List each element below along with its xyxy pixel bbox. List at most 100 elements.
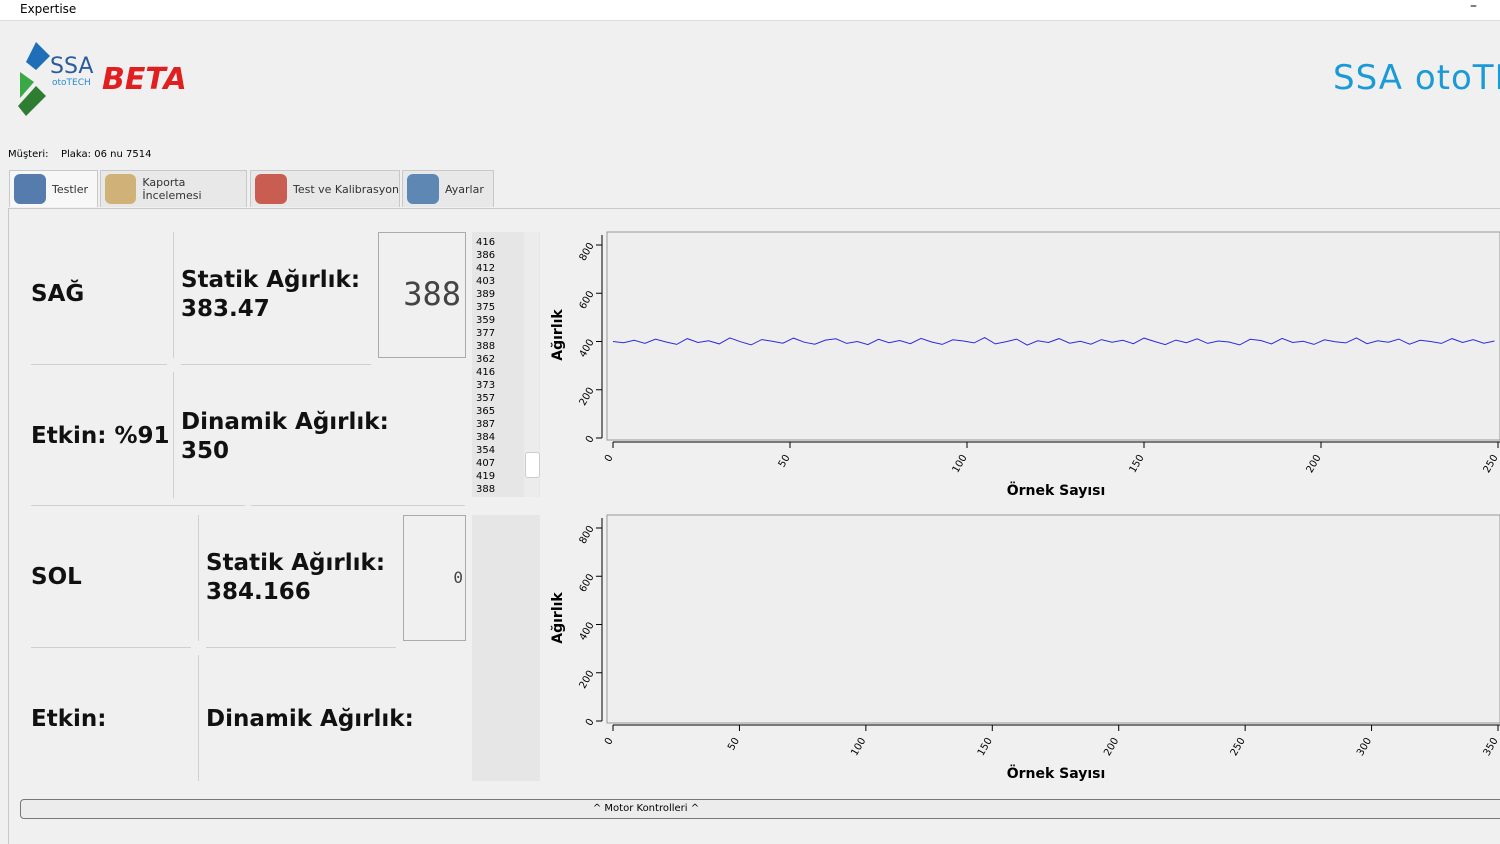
x-tick-label: 250 [1229,736,1248,758]
lcd-display: 0 [403,515,466,641]
x-tick-label: 150 [976,736,995,758]
x-tick-label: 200 [1305,453,1324,475]
reading-item: 389 [476,289,496,300]
reading-item: 388 [476,484,496,495]
reading-item: 416 [476,367,496,378]
beta-badge: BETA [102,62,187,97]
plot-area [606,231,1500,441]
tab-label: Kaporta İncelemesi [142,176,202,202]
scroll-thumb[interactable] [525,452,540,478]
dynamic-label: Dinamik Ağırlık: [181,409,389,435]
y-tick-label: 800 [578,241,597,263]
reading-item: 412 [476,263,496,274]
readings-list [472,515,540,781]
plot-area [606,514,1500,724]
static-value: 384.166 [206,579,311,605]
divider [198,515,199,641]
y-tick-label: 0 [584,434,597,445]
static-label: Statik Ağırlık: [206,550,386,576]
logo-text: SSA [50,54,94,79]
x-tick-label: 0 [603,736,616,747]
reading-item: 387 [476,419,496,430]
reading-item: 359 [476,315,496,326]
reading-item: 407 [476,458,496,469]
reading-item: 365 [476,406,496,417]
right-side-label: SAĞ [31,281,85,307]
divider [251,505,465,506]
customer-label: Müşteri: [8,149,49,160]
x-tick-label: 250 [1482,453,1500,475]
tab-icon [105,174,137,204]
reading-item: 362 [476,354,496,365]
divider [181,364,371,365]
y-tick-label: 600 [578,572,597,594]
minimize-button[interactable]: – [1470,0,1477,14]
readings-items: 416 386 412 403 389 375 359 377 388 362 416 373 357 3… [476,236,495,496]
divider [31,505,245,506]
reading-item: 388 [476,341,496,352]
tab[interactable]: Ayarlar [402,170,494,207]
chart: 0 200 400 600 800 0 50 100 150 200 250 300 350 Örnek … [550,514,1500,782]
logo-icon [18,42,50,116]
divider [31,364,167,365]
x-tick-label: 50 [726,736,742,753]
window-title: Expertise [20,2,77,16]
y-tick-label: 600 [578,289,597,311]
tab[interactable]: Kaporta İncelemesi [100,170,247,207]
static-label: Statik Ağırlık: [181,267,361,293]
reading-item: 377 [476,328,496,339]
readings-list: 416 386 412 403 389 375 359 377 388 362 416 373 357 3… [472,232,540,497]
divider [31,647,191,648]
x-tick-label: 300 [1355,736,1374,758]
y-axis-title: Ağırlık [550,309,566,361]
x-tick-label: 0 [603,453,616,464]
plate-label: Plaka: 06 nu 7514 [61,149,152,160]
tab-icon [407,174,439,204]
y-tick-label: 0 [584,717,597,728]
efficiency: Etkin: [31,706,107,732]
reading-item: 357 [476,393,496,404]
lcd-value: 388 [403,275,461,313]
divider [173,232,174,358]
tab-icon [255,174,287,204]
chart: 0 200 400 600 800 0 50 100 150 200 250 Örnek Sayısı… [550,231,1500,499]
brand-clip: SSA otoTECH [1330,58,1500,102]
x-tick-label: 50 [777,453,793,470]
x-tick-label: 200 [1102,736,1121,758]
x-axis-title: Örnek Sayısı [1007,764,1106,782]
reading-item: 403 [476,276,496,287]
data-line [612,337,1495,346]
reading-item: 375 [476,302,496,313]
tab[interactable]: Test ve Kalibrasyon [250,170,400,207]
lcd-value: 0 [453,568,463,587]
dynamic-label: Dinamik Ağırlık: [206,706,414,732]
brand-text: SSA otoTECH [1333,58,1500,98]
x-axis-title: Örnek Sayısı [1007,481,1106,499]
logo-subtext: otoTECH [52,78,91,88]
tab-icon [14,174,46,204]
divider [173,372,174,498]
x-tick-label: 100 [951,453,970,475]
reading-item: 384 [476,432,496,443]
tab[interactable]: Testler [9,170,98,207]
title-bar: Expertise – [0,0,1500,21]
lcd-display: 388 [378,232,466,358]
static-value: 383.47 [181,296,270,322]
tab-label: Ayarlar [445,182,484,196]
motor-button[interactable]: ^ Motor Kontrolleri ^ [20,799,1500,819]
y-tick-label: 200 [578,669,597,691]
reading-item: 419 [476,471,496,482]
dynamic-value: 350 [181,438,230,464]
x-tick-label: 350 [1482,736,1500,758]
y-tick-label: 800 [578,524,597,546]
reading-item: 354 [476,445,496,456]
scrollbar[interactable] [524,232,540,497]
reading-item: 373 [476,380,496,391]
y-tick-label: 200 [578,386,597,408]
tab-label: Test ve Kalibrasyon [293,182,399,196]
reading-item: 386 [476,250,496,261]
efficiency: Etkin: %91 [31,423,170,449]
left-side-label: SOL [31,564,82,590]
divider [206,647,396,648]
